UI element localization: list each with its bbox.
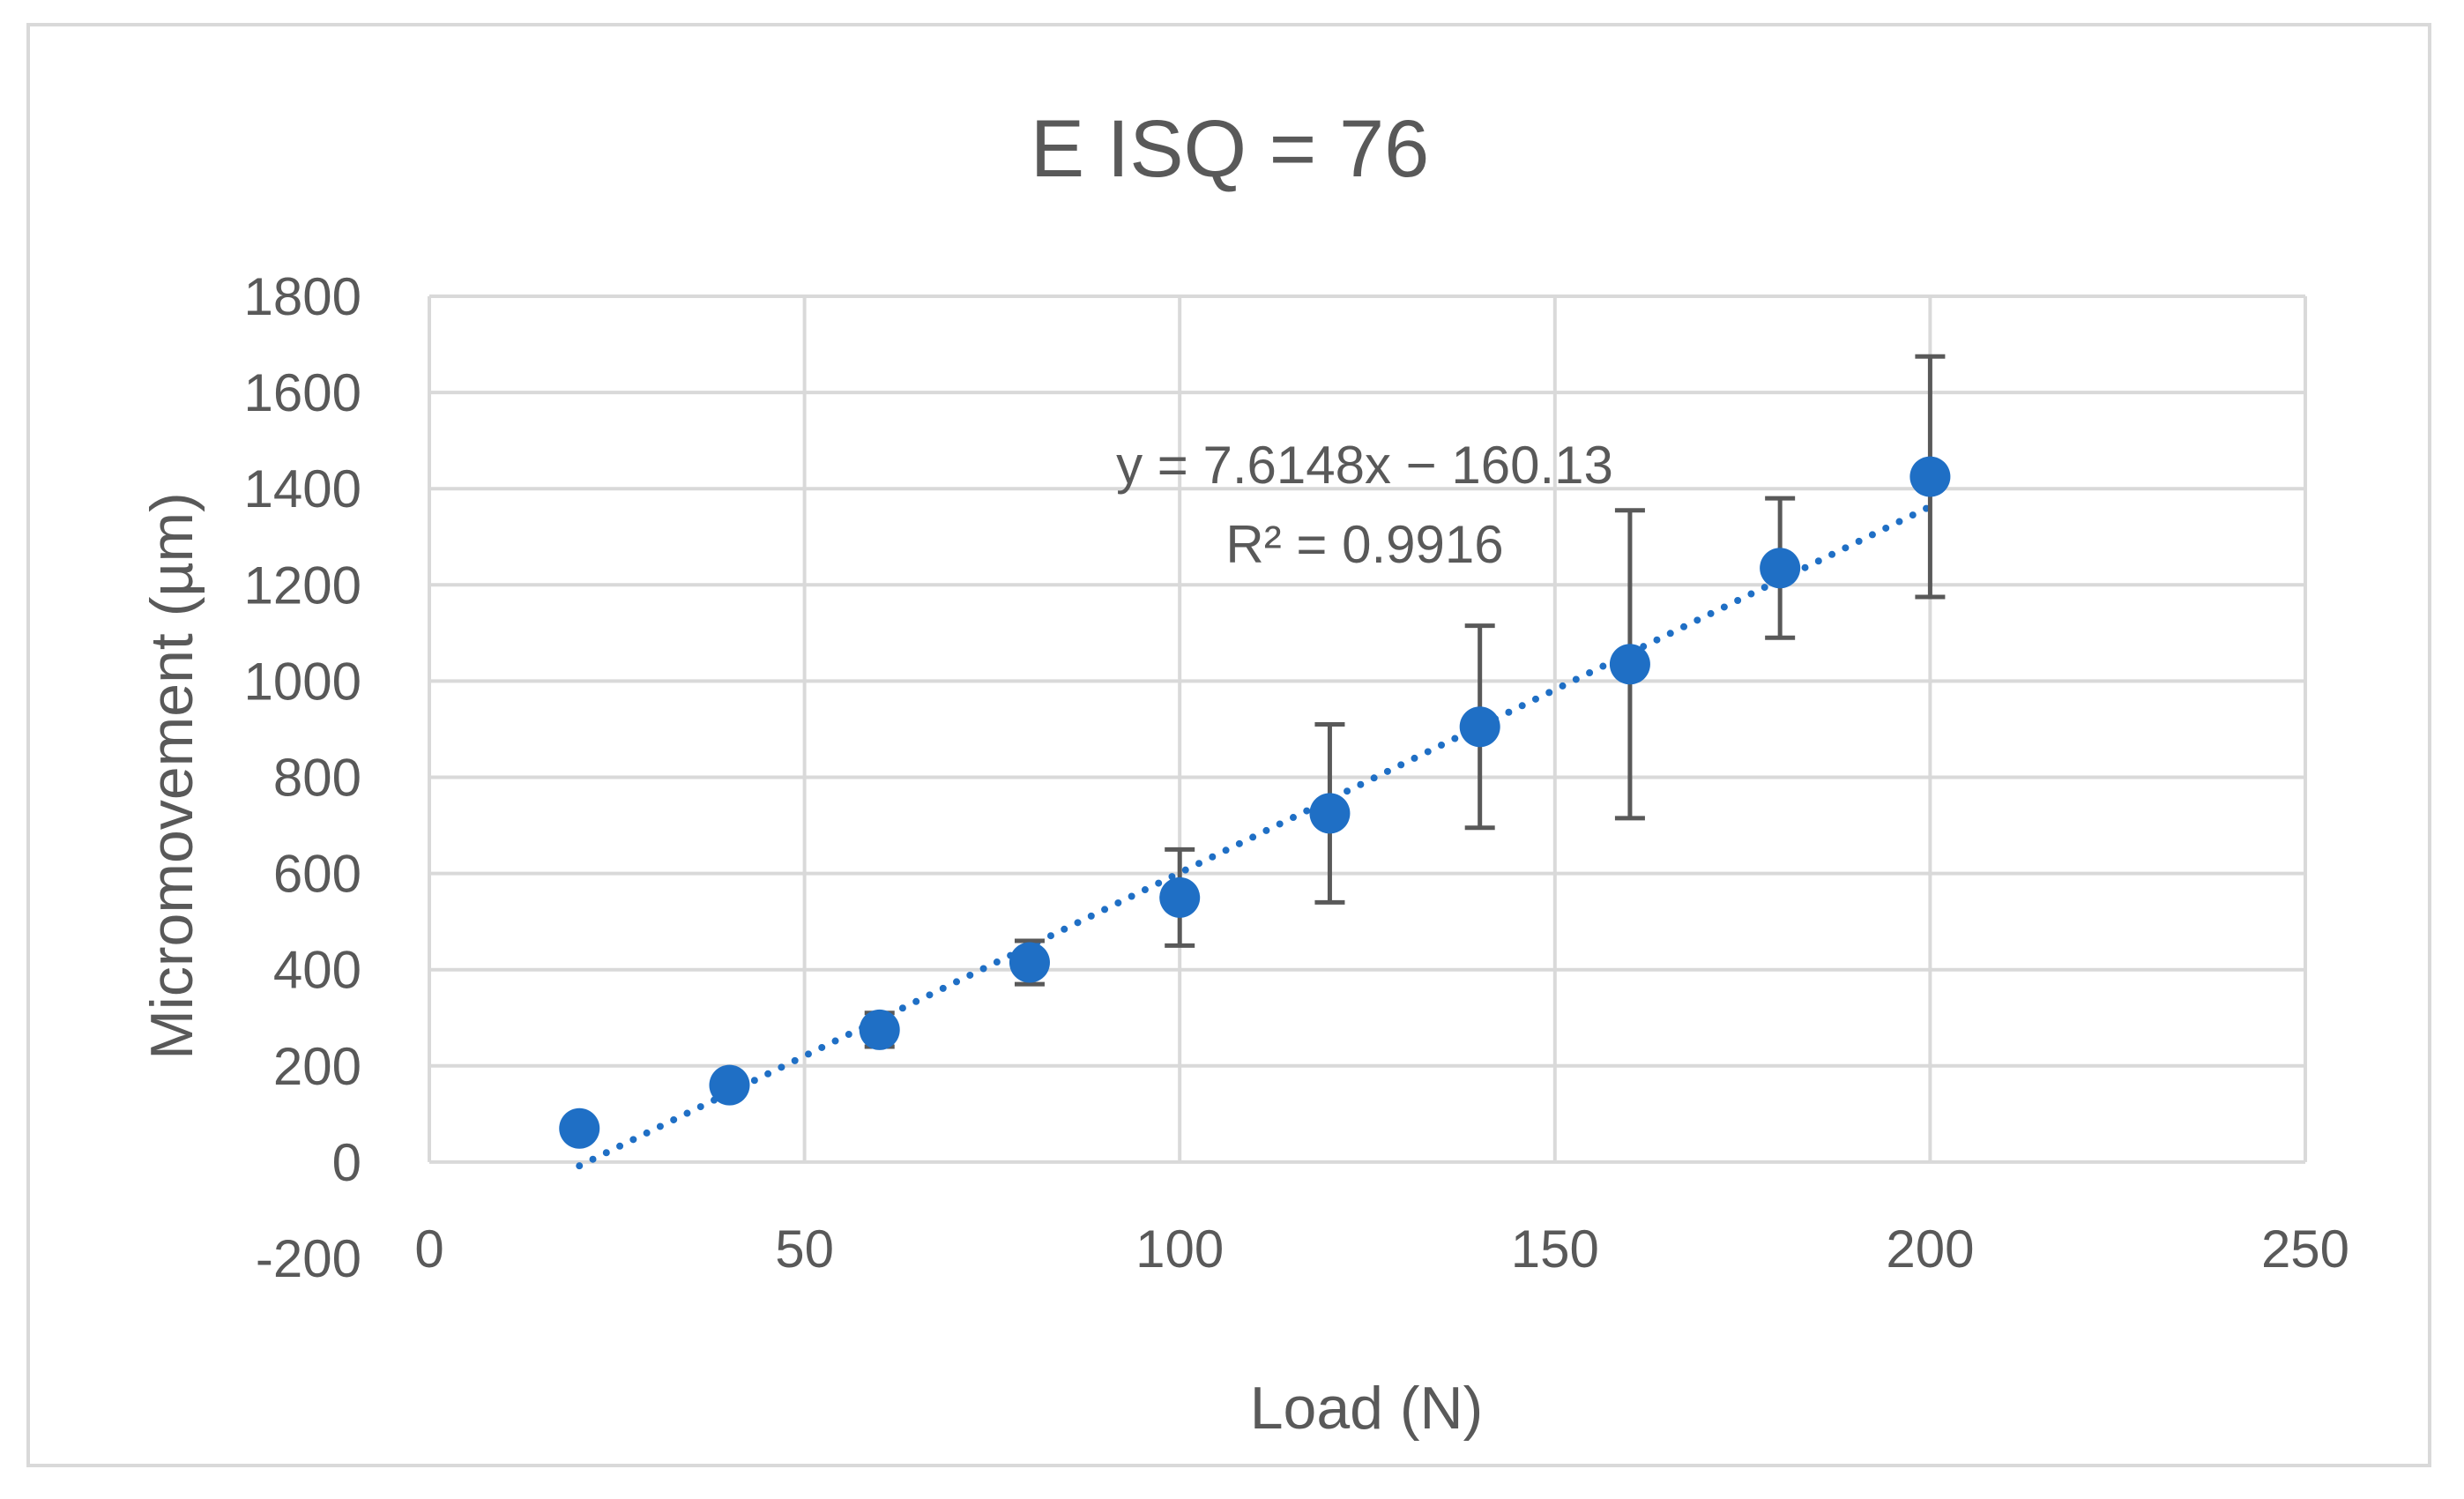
chart-frame xyxy=(26,23,2431,1467)
x-tick-label: 50 xyxy=(775,1219,834,1279)
trend-layer xyxy=(576,503,1934,1170)
data-point xyxy=(1009,942,1050,983)
trendline-r2: R² = 0.9916 xyxy=(1225,515,1503,574)
data-point xyxy=(1609,644,1650,685)
x-tick-label: 250 xyxy=(2261,1219,2349,1279)
data-point xyxy=(859,1009,900,1050)
y-axis-label: Micromovement (µm) xyxy=(138,492,205,1060)
y-tick-label: 800 xyxy=(273,749,361,808)
x-tick-label: 200 xyxy=(1886,1219,1974,1279)
x-tick-label: 150 xyxy=(1511,1219,1599,1279)
x-tick-label: 100 xyxy=(1135,1219,1224,1279)
trendline xyxy=(576,503,1934,1170)
y-tick-label: 0 xyxy=(332,1133,361,1192)
x-axis-label: Load (N) xyxy=(1250,1375,1484,1442)
data-point xyxy=(1909,456,1951,497)
point-layer xyxy=(559,456,1951,1149)
y-tick-label: 1800 xyxy=(244,267,361,326)
y-tick-label: -200 xyxy=(256,1229,361,1288)
y-tick-label: 200 xyxy=(273,1037,361,1096)
x-tick-label: 0 xyxy=(414,1219,443,1279)
data-point xyxy=(709,1064,750,1106)
y-tick-label: 1200 xyxy=(244,556,361,615)
y-tick-label: 1400 xyxy=(244,459,361,518)
y-tick-label: 1000 xyxy=(244,652,361,711)
data-point xyxy=(1309,793,1351,834)
grid-layer xyxy=(428,295,2307,1164)
data-point xyxy=(1760,548,1801,589)
trendline-equation: y = 7.6148x − 160.13 xyxy=(1116,436,1613,495)
data-point xyxy=(559,1107,600,1149)
y-tick-label: 1600 xyxy=(244,363,361,422)
data-point xyxy=(1459,706,1500,748)
y-tick-label: 400 xyxy=(273,941,361,1000)
y-tick-label: 600 xyxy=(273,845,361,904)
chart-title: E ISQ = 76 xyxy=(1031,104,1430,194)
data-point xyxy=(1159,876,1201,918)
tick-layer: -200 0 200 400 600 800 1000 1200 1400 1600 1800 0 50… xyxy=(244,267,2350,1288)
